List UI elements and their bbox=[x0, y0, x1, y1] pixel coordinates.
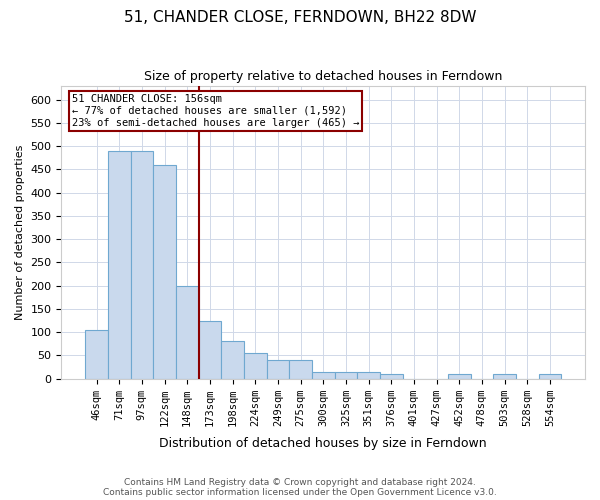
Bar bbox=[176, 286, 199, 378]
Bar bbox=[221, 342, 244, 378]
Bar bbox=[85, 330, 108, 378]
Bar bbox=[312, 372, 335, 378]
Bar bbox=[289, 360, 312, 378]
Bar bbox=[335, 372, 357, 378]
Bar bbox=[380, 374, 403, 378]
Bar bbox=[357, 372, 380, 378]
Y-axis label: Number of detached properties: Number of detached properties bbox=[15, 144, 25, 320]
Text: 51 CHANDER CLOSE: 156sqm
← 77% of detached houses are smaller (1,592)
23% of sem: 51 CHANDER CLOSE: 156sqm ← 77% of detach… bbox=[72, 94, 359, 128]
X-axis label: Distribution of detached houses by size in Ferndown: Distribution of detached houses by size … bbox=[160, 437, 487, 450]
Bar bbox=[448, 374, 470, 378]
Bar bbox=[244, 353, 266, 378]
Bar bbox=[493, 374, 516, 378]
Bar bbox=[266, 360, 289, 378]
Text: 51, CHANDER CLOSE, FERNDOWN, BH22 8DW: 51, CHANDER CLOSE, FERNDOWN, BH22 8DW bbox=[124, 10, 476, 25]
Title: Size of property relative to detached houses in Ferndown: Size of property relative to detached ho… bbox=[144, 70, 502, 83]
Text: Contains HM Land Registry data © Crown copyright and database right 2024.
Contai: Contains HM Land Registry data © Crown c… bbox=[103, 478, 497, 497]
Bar bbox=[131, 150, 153, 378]
Bar bbox=[199, 320, 221, 378]
Bar bbox=[539, 374, 561, 378]
Bar bbox=[108, 150, 131, 378]
Bar bbox=[153, 164, 176, 378]
